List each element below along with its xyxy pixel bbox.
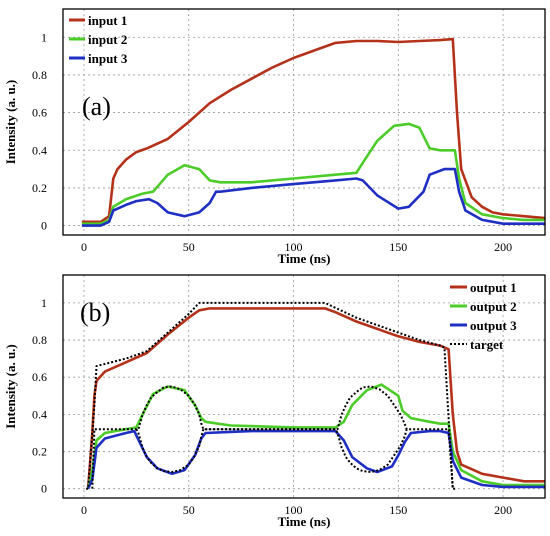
x-tick-label: 50 (183, 503, 195, 517)
series-output-3 (86, 429, 545, 490)
x-tick-label: 100 (285, 240, 303, 254)
y-tick-label: 1 (41, 30, 47, 44)
panel-b: 0 50 100 150 200 0 0.2 0.4 0.6 0.8 1 Time (ns) Inten… (3, 274, 546, 529)
series-group (86, 301, 545, 490)
series-output-2 (86, 383, 545, 489)
y-tick-label: 0.4 (32, 143, 47, 157)
y-tick-label: 0 (41, 219, 47, 233)
legend-label: output 3 (470, 318, 517, 333)
y-tick-label: 0.2 (32, 181, 47, 195)
legend: input 1 input 2 input 3 (69, 13, 128, 66)
legend-label: output 2 (470, 299, 517, 314)
legend-label: output 1 (470, 280, 517, 295)
x-tick-label: 200 (494, 240, 512, 254)
series-input-2 (81, 122, 545, 225)
x-tick-label: 100 (285, 503, 303, 517)
x-axis-label: Time (ns) (278, 514, 331, 529)
series-target-part-5 (135, 428, 409, 473)
y-axis-label: Intensity (a. u.) (3, 344, 18, 429)
x-tick-label: 150 (389, 240, 407, 254)
legend-label: input 2 (88, 32, 127, 47)
legend-label: input 1 (88, 13, 127, 28)
panel-a: 0 50 100 150 200 0 0.2 0.4 0.6 0.8 1 Time (ns) Inten… (3, 8, 546, 266)
y-tick-label: 0.4 (32, 407, 47, 421)
legend-label: input 3 (88, 51, 128, 66)
y-tick-label: 0.6 (32, 370, 47, 384)
x-tick-label: 200 (494, 503, 512, 517)
y-axis-label: Intensity (a. u.) (3, 80, 18, 165)
y-tick-label: 0 (41, 482, 47, 496)
x-tick-label: 0 (81, 503, 87, 517)
series-target (86, 301, 457, 490)
x-axis-label: Time (ns) (278, 251, 331, 266)
x-tick-label: 0 (81, 240, 87, 254)
y-tick-label: 1 (41, 296, 47, 310)
series-input-3 (81, 167, 545, 227)
legend-label: target (470, 337, 504, 352)
plot-frame (62, 274, 546, 499)
series-output-1 (86, 307, 545, 489)
legend: output 1 output 2 output 3 target (450, 280, 517, 352)
panel-label: (b) (80, 298, 110, 327)
x-tick-label: 150 (389, 503, 407, 517)
series-target-part-4 (91, 385, 454, 489)
x-tick-label: 50 (183, 240, 195, 254)
plot-frame (62, 8, 546, 236)
series-group (81, 37, 545, 227)
y-tick-label: 0.8 (32, 333, 47, 347)
y-tick-label: 0.2 (32, 445, 47, 459)
y-tick-label: 0.6 (32, 106, 47, 120)
series-input-1 (81, 37, 545, 224)
panel-label: (a) (82, 92, 111, 121)
y-tick-label: 0.8 (32, 68, 47, 82)
